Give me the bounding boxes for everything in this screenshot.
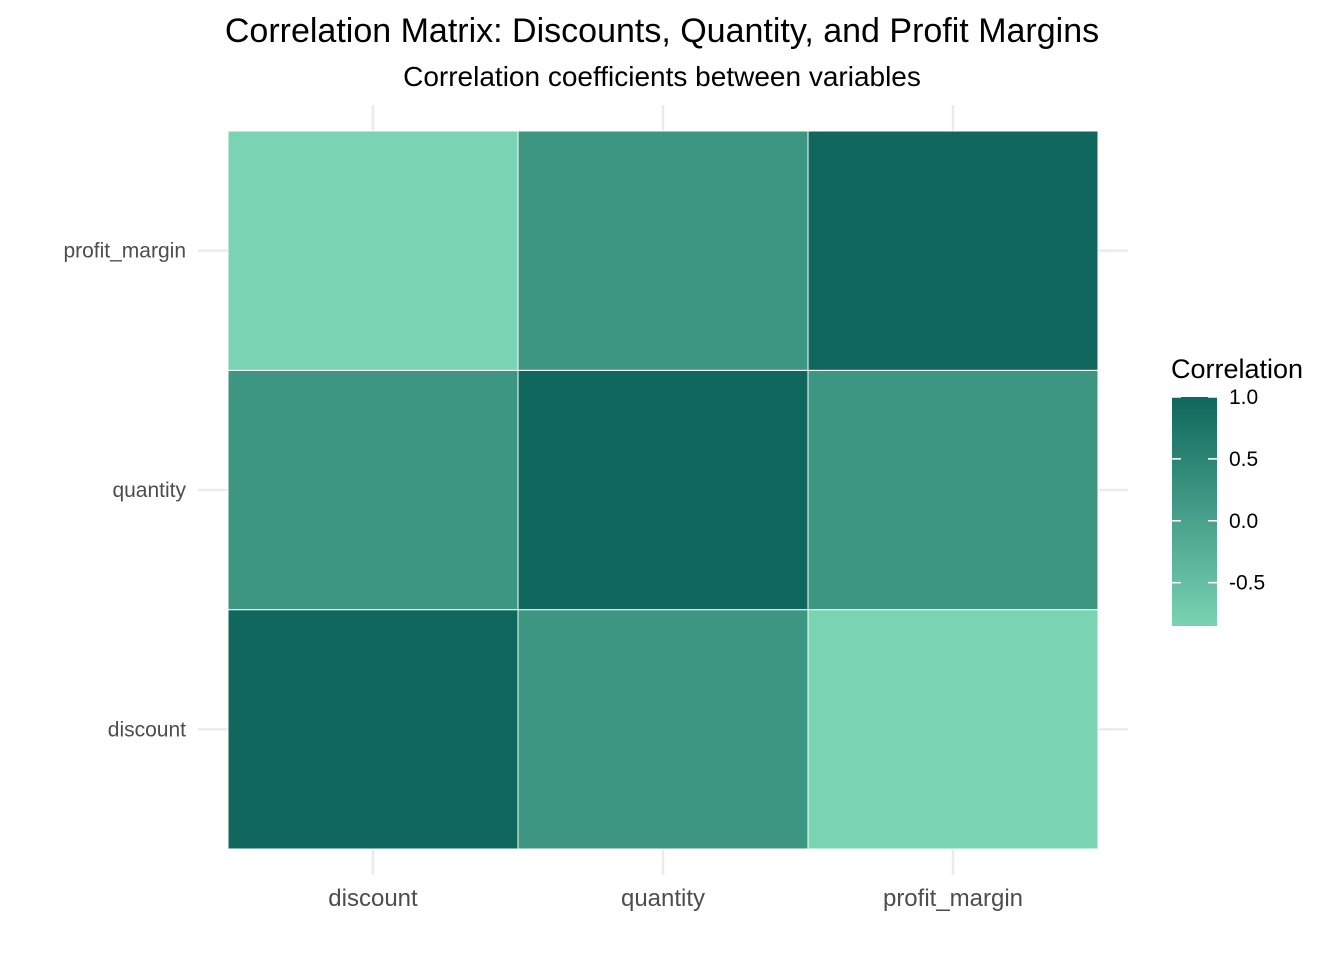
heatmap-tiles <box>227 130 1099 850</box>
legend-tick-label: 0.5 <box>1229 448 1258 471</box>
legend-tick-label: -0.5 <box>1229 572 1265 595</box>
heatmap-cell-quantity-discount <box>517 609 809 850</box>
heatmap-cell-quantity-quantity <box>517 369 809 611</box>
chart-subtitle: Correlation coefficients between variabl… <box>403 61 921 92</box>
legend-tick-label: 0.0 <box>1229 510 1258 533</box>
legend-tick-label: 1.0 <box>1229 386 1258 409</box>
x-tick-label: quantity <box>621 885 705 912</box>
chart-title: Correlation Matrix: Discounts, Quantity,… <box>225 12 1099 50</box>
legend-title: Correlation <box>1171 354 1303 384</box>
heatmap-cell-quantity-profit_margin <box>517 130 809 371</box>
y-tick-label: discount <box>108 718 186 741</box>
heatmap-cell-discount-quantity <box>227 369 519 611</box>
color-legend: Correlation 1.0 0.5 0.0 -0.5 <box>1171 354 1303 626</box>
legend-colorbar <box>1172 397 1217 626</box>
x-tick-label: profit_margin <box>883 885 1023 912</box>
heatmap-cell-discount-profit_margin <box>227 130 519 371</box>
heatmap-cell-profit_margin-profit_margin <box>807 130 1099 371</box>
heatmap-cell-profit_margin-discount <box>807 609 1099 850</box>
axis-labels: discount quantity profit_margin discount qua… <box>63 240 1023 912</box>
y-tick-label: profit_margin <box>63 240 186 263</box>
y-tick-label: quantity <box>112 479 186 502</box>
x-tick-label: discount <box>328 885 418 912</box>
heatmap-cell-profit_margin-quantity <box>807 369 1099 611</box>
heatmap-cell-discount-discount <box>227 609 519 850</box>
